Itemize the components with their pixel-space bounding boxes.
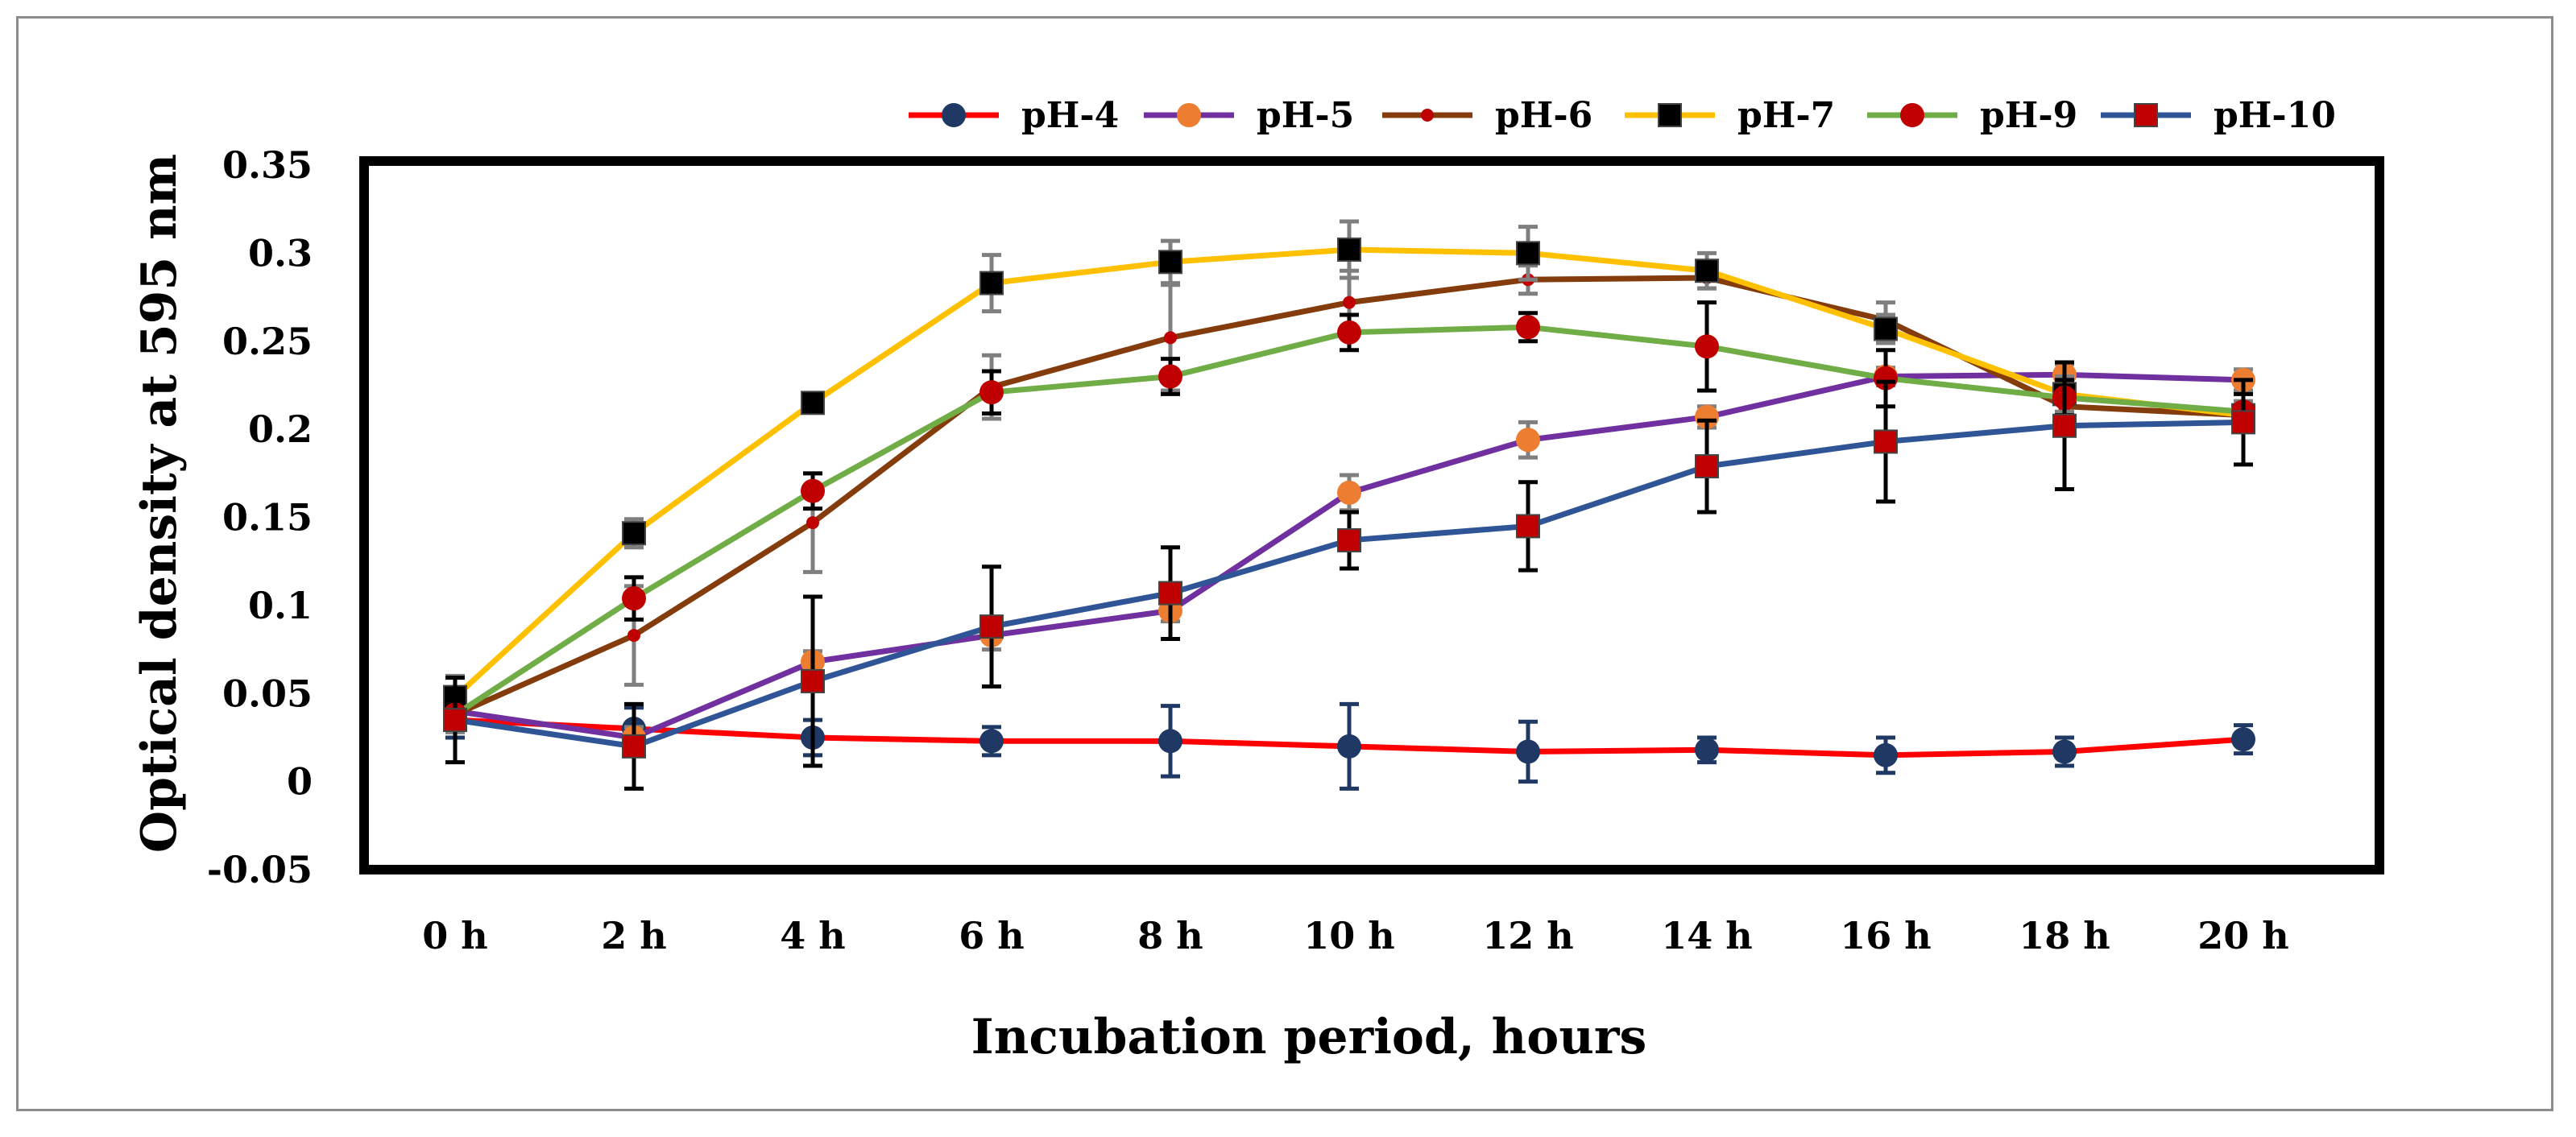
legend-swatch-marker — [1177, 103, 1201, 127]
x-axis-title: Incubation period, hours — [971, 1009, 1647, 1065]
data-point — [1874, 316, 1898, 341]
legend-item-ph-10: pH-10 — [2101, 95, 2336, 136]
data-point — [979, 614, 1004, 639]
y-tick-label: 0.2 — [248, 407, 313, 451]
x-tick-label: 18 h — [2019, 914, 2110, 957]
data-point — [2231, 727, 2255, 752]
legend-swatch-marker — [2134, 103, 2158, 127]
y-tick-label: -0.05 — [207, 848, 313, 891]
data-point — [1516, 428, 1540, 453]
data-point — [622, 521, 646, 546]
y-tick-label: 0.05 — [222, 672, 313, 715]
legend-swatch-marker — [1658, 103, 1682, 127]
legend-item-ph-7: pH-7 — [1625, 95, 1835, 136]
legend-label: pH-9 — [1980, 95, 2077, 136]
data-point — [1874, 366, 1898, 391]
data-point — [2231, 410, 2255, 435]
data-point — [1874, 742, 1898, 767]
data-point — [622, 586, 646, 611]
legend-swatch-marker — [1421, 109, 1434, 122]
x-axis-ticks: 0 h 2 h 4 h 6 h 8 h 10 h 12 h 14 h 16 h 18 h 20 h — [422, 914, 2288, 957]
data-point — [443, 708, 467, 733]
x-tick-label: 14 h — [1661, 914, 1752, 957]
data-point — [1516, 739, 1540, 764]
y-axis-ticks: -0.05 0 0.05 0.1 0.15 0.2 0.25 0.3 0.35 — [207, 143, 313, 891]
y-tick-label: 0.25 — [222, 320, 313, 363]
y-tick-label: 0.15 — [222, 496, 313, 540]
legend: pH-4 pH-5 pH-6 pH-7 pH-9 pH-10 — [909, 95, 2336, 136]
x-tick-label: 12 h — [1482, 914, 1573, 957]
x-tick-label: 6 h — [959, 914, 1024, 957]
data-point — [622, 734, 646, 759]
data-point — [1516, 514, 1540, 539]
data-point — [1337, 734, 1361, 759]
data-point — [1695, 404, 1719, 429]
series-ph-10 — [443, 360, 2255, 791]
y-tick-label: 0.1 — [248, 584, 313, 627]
data-point — [1158, 729, 1182, 754]
data-point — [2052, 739, 2077, 764]
x-tick-label: 16 h — [1840, 914, 1931, 957]
data-point — [801, 668, 825, 693]
x-tick-label: 20 h — [2197, 914, 2288, 957]
data-point — [979, 271, 1004, 296]
data-point — [1695, 334, 1719, 359]
legend-item-ph-9: pH-9 — [1867, 95, 2077, 136]
y-tick-label: 0.35 — [222, 143, 313, 187]
series-ph-5 — [443, 362, 2255, 750]
data-point — [1164, 331, 1177, 345]
legend-swatch-marker — [1900, 103, 1924, 127]
data-point — [1337, 238, 1361, 262]
legend-item-ph-6: pH-6 — [1382, 95, 1592, 136]
x-tick-label: 0 h — [422, 914, 487, 957]
plot-area-border — [359, 156, 2384, 874]
legend-item-ph-4: pH-4 — [909, 95, 1119, 136]
data-point — [1337, 320, 1361, 345]
x-tick-label: 2 h — [601, 914, 666, 957]
legend-label: pH-4 — [1021, 95, 1119, 136]
data-point — [1695, 258, 1719, 283]
data-point — [801, 391, 825, 416]
data-point — [1158, 250, 1182, 275]
legend-label: pH-7 — [1737, 95, 1835, 136]
data-point — [1516, 241, 1540, 266]
data-point — [1158, 364, 1182, 389]
data-point — [979, 380, 1004, 405]
data-point — [1695, 454, 1719, 479]
y-tick-label: 0 — [287, 760, 313, 804]
x-tick-label: 10 h — [1303, 914, 1394, 957]
data-point — [2052, 413, 2077, 438]
data-point — [627, 629, 640, 643]
x-tick-label: 4 h — [780, 914, 845, 957]
data-point — [801, 478, 825, 503]
x-tick-label: 8 h — [1137, 914, 1203, 957]
legend-label: pH-6 — [1495, 95, 1592, 136]
data-point — [1158, 581, 1182, 606]
figure-frame — [16, 16, 2553, 1111]
legend-swatch-marker — [942, 103, 966, 127]
legend-label: pH-5 — [1257, 95, 1354, 136]
data-point — [1695, 738, 1719, 763]
y-axis-title: Optical density at 595 nm — [131, 154, 188, 853]
data-point — [1343, 296, 1356, 309]
data-point — [1337, 480, 1361, 505]
legend-item-ph-5: pH-5 — [1144, 95, 1354, 136]
series-layer — [443, 219, 2255, 791]
y-tick-label: 0.3 — [248, 231, 313, 275]
data-point — [979, 729, 1004, 754]
data-point — [1516, 315, 1540, 340]
data-point — [1337, 527, 1361, 552]
legend-label: pH-10 — [2214, 95, 2336, 136]
data-point — [1874, 429, 1898, 454]
data-point — [806, 516, 819, 530]
